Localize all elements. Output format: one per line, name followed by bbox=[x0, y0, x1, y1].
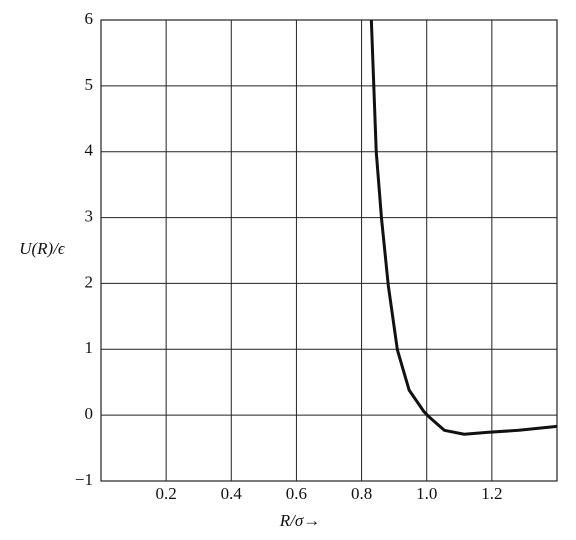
y-tick-label: 3 bbox=[85, 206, 94, 225]
x-tick-label: 0.6 bbox=[286, 484, 307, 503]
y-tick-label: −1 bbox=[75, 470, 93, 489]
x-axis-label: R/σ→ bbox=[279, 511, 321, 530]
y-tick-label: 1 bbox=[85, 338, 94, 357]
y-tick-label: 2 bbox=[85, 272, 94, 291]
y-axis-label: U(R)/ϵ bbox=[19, 239, 66, 258]
x-tick-label: 1.0 bbox=[416, 484, 437, 503]
plot-frame bbox=[100, 19, 558, 482]
y-tick-label: 5 bbox=[85, 75, 94, 94]
curve bbox=[369, 19, 558, 436]
x-tick-label: 0.2 bbox=[156, 484, 177, 503]
y-tick-label: 6 bbox=[85, 9, 94, 28]
x-tick-label: 0.8 bbox=[351, 484, 372, 503]
x-tick-label: 0.4 bbox=[221, 484, 243, 503]
y-tick-label: 4 bbox=[85, 141, 94, 160]
x-tick-label: 1.2 bbox=[481, 484, 502, 503]
y-tick-label: 0 bbox=[85, 404, 94, 423]
